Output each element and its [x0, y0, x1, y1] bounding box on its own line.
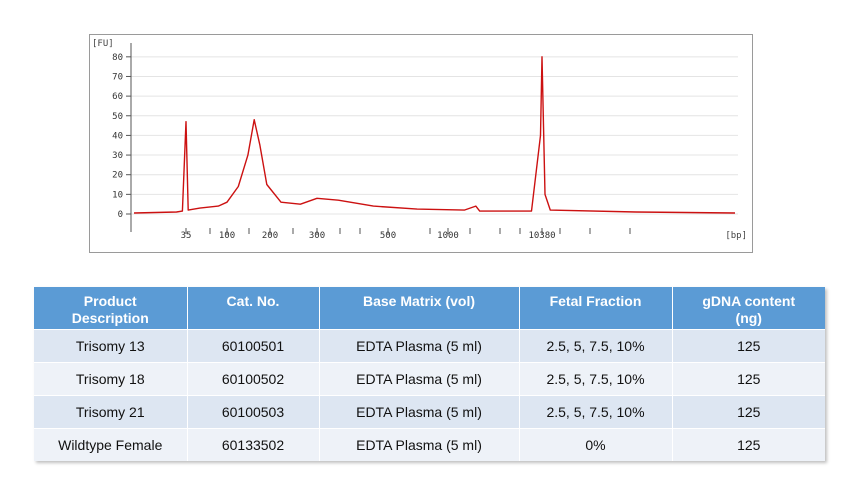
series-line	[133, 56, 736, 214]
x-tick-label: 1000	[437, 231, 459, 241]
cell-base-matrix: EDTA Plasma (5 ml)	[319, 328, 520, 362]
table-body: Trisomy 13 60100501 EDTA Plasma (5 ml) 2…	[34, 328, 825, 461]
table-row: Wildtype Female 60133502 EDTA Plasma (5 …	[34, 427, 825, 461]
x-axis-label: [bp]	[725, 231, 747, 241]
table-row: Trisomy 13 60100501 EDTA Plasma (5 ml) 2…	[34, 328, 825, 362]
x-tick-label: 500	[380, 231, 396, 241]
table-header: Product Description Cat. No. Base Matrix…	[34, 287, 825, 329]
y-tick-label: 20	[112, 171, 123, 181]
cell-cat-no: 60100501	[187, 328, 320, 362]
cell-gdna: 125	[672, 427, 825, 461]
cell-gdna: 125	[672, 361, 825, 395]
cell-product: Trisomy 13	[34, 328, 188, 362]
y-tick-label: 60	[112, 92, 123, 102]
x-tick-label: 35	[181, 231, 192, 241]
table-row: Trisomy 21 60100503 EDTA Plasma (5 ml) 2…	[34, 394, 825, 428]
x-tick-label: 100	[219, 231, 235, 241]
header-product-description: Product Description	[34, 287, 188, 329]
cell-fetal-fraction: 2.5, 5, 7.5, 10%	[519, 361, 673, 395]
cell-gdna: 125	[672, 394, 825, 428]
electropherogram-chart: 0 10 20 30 40 50 60 70 80 [FU] 35 100 200 300 500 1000 1…	[89, 34, 753, 253]
cell-base-matrix: EDTA Plasma (5 ml)	[319, 427, 520, 461]
header-row: Product Description Cat. No. Base Matrix…	[34, 287, 825, 329]
cell-product: Trisomy 21	[34, 394, 188, 428]
cell-product: Trisomy 18	[34, 361, 188, 395]
y-axis-label: [FU]	[92, 39, 114, 49]
header-fetal-fraction: Fetal Fraction	[519, 287, 673, 329]
y-tick-label: 10	[112, 190, 123, 200]
header-base-matrix: Base Matrix (vol)	[319, 287, 520, 329]
y-tick-label: 0	[118, 210, 123, 220]
cell-cat-no: 60133502	[187, 427, 320, 461]
x-tick-label: 300	[309, 231, 325, 241]
cell-product: Wildtype Female	[34, 427, 188, 461]
y-tick-label: 80	[112, 53, 123, 63]
cell-fetal-fraction: 2.5, 5, 7.5, 10%	[519, 328, 673, 362]
header-gdna-content: gDNA content (ng)	[672, 287, 825, 329]
product-table: Product Description Cat. No. Base Matrix…	[34, 287, 825, 461]
x-tick-label: 200	[262, 231, 278, 241]
y-tick-label: 30	[112, 151, 123, 161]
cell-cat-no: 60100503	[187, 394, 320, 428]
header-cat-no: Cat. No.	[187, 287, 320, 329]
product-table-container: Product Description Cat. No. Base Matrix…	[34, 287, 825, 461]
y-tick-label: 50	[112, 112, 123, 122]
cell-gdna: 125	[672, 328, 825, 362]
chart-svg: 0 10 20 30 40 50 60 70 80 [FU] 35 100 200 300 500 1000 1…	[92, 39, 747, 241]
y-tick-label: 70	[112, 72, 123, 82]
cell-base-matrix: EDTA Plasma (5 ml)	[319, 361, 520, 395]
x-tick-label: 10380	[528, 231, 555, 241]
table-row: Trisomy 18 60100502 EDTA Plasma (5 ml) 2…	[34, 361, 825, 395]
cell-cat-no: 60100502	[187, 361, 320, 395]
cell-base-matrix: EDTA Plasma (5 ml)	[319, 394, 520, 428]
cell-fetal-fraction: 2.5, 5, 7.5, 10%	[519, 394, 673, 428]
cell-fetal-fraction: 0%	[519, 427, 673, 461]
y-tick-label: 40	[112, 131, 123, 141]
